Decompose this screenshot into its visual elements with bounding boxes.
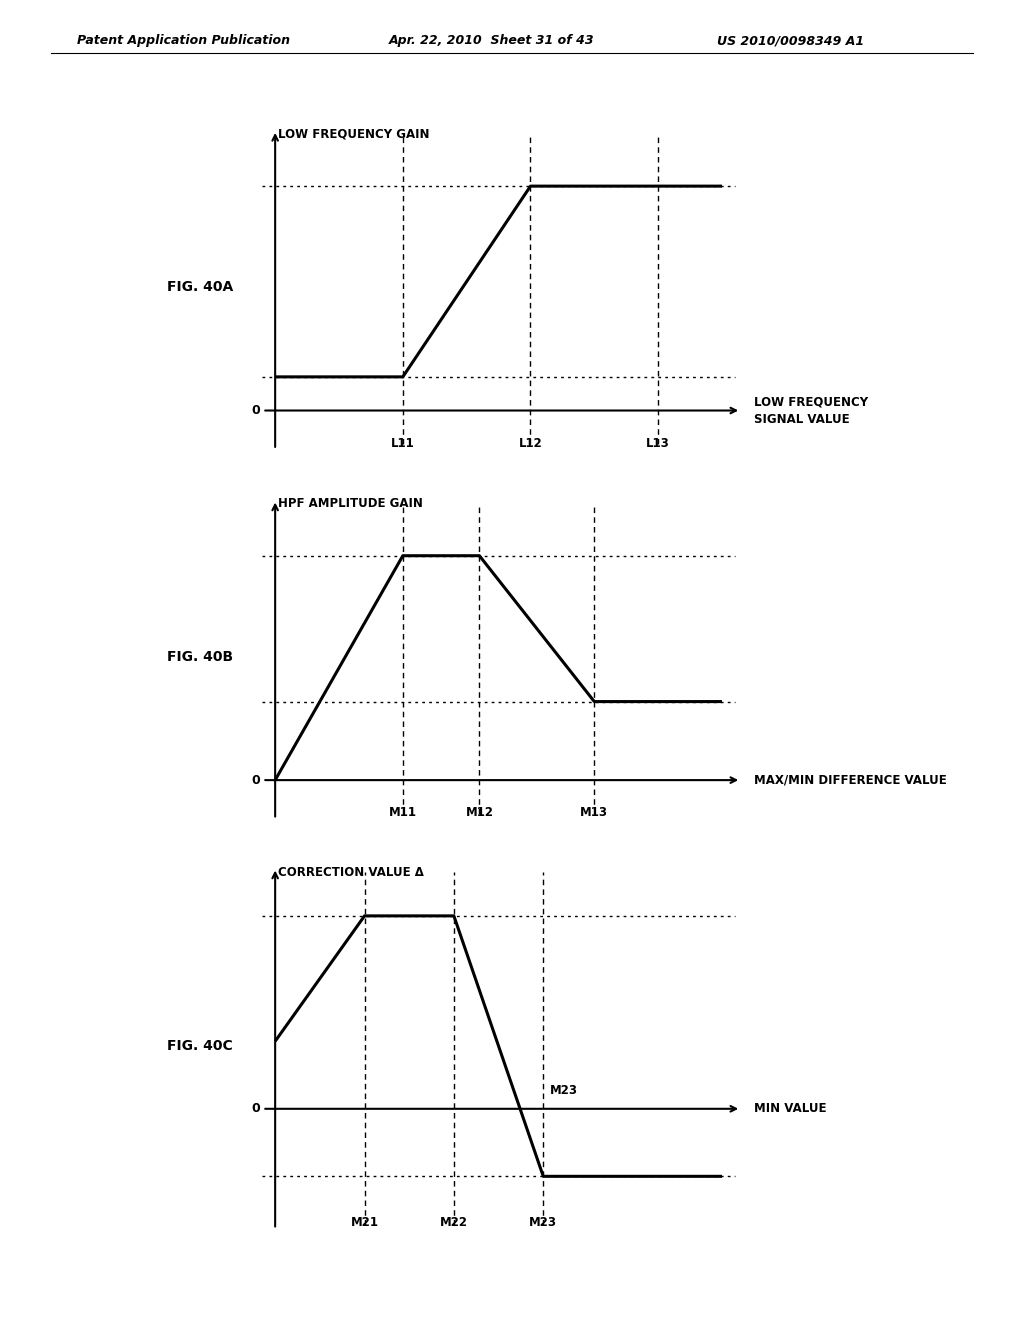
Text: L11: L11 <box>391 437 415 450</box>
Text: M22: M22 <box>440 1216 468 1229</box>
Text: FIG. 40C: FIG. 40C <box>167 1039 232 1053</box>
Text: M21: M21 <box>350 1216 379 1229</box>
Text: M13: M13 <box>581 807 608 820</box>
Text: L13: L13 <box>646 437 670 450</box>
Text: M12: M12 <box>466 807 494 820</box>
Text: FIG. 40B: FIG. 40B <box>167 649 232 664</box>
Text: HPF AMPLITUDE GAIN: HPF AMPLITUDE GAIN <box>278 498 423 511</box>
Text: LOW FREQUENCY GAIN: LOW FREQUENCY GAIN <box>278 128 429 141</box>
Text: 0: 0 <box>251 774 260 787</box>
Text: US 2010/0098349 A1: US 2010/0098349 A1 <box>717 34 864 48</box>
Text: CORRECTION VALUE Δ: CORRECTION VALUE Δ <box>278 866 424 879</box>
Text: M11: M11 <box>389 807 417 820</box>
Text: Patent Application Publication: Patent Application Publication <box>77 34 290 48</box>
Text: Apr. 22, 2010  Sheet 31 of 43: Apr. 22, 2010 Sheet 31 of 43 <box>389 34 595 48</box>
Text: FIG. 40A: FIG. 40A <box>167 280 232 294</box>
Text: 0: 0 <box>251 404 260 417</box>
Text: MIN VALUE: MIN VALUE <box>754 1102 826 1115</box>
Text: MAX/MIN DIFFERENCE VALUE: MAX/MIN DIFFERENCE VALUE <box>754 774 946 787</box>
Text: M23: M23 <box>550 1084 578 1097</box>
Text: L12: L12 <box>518 437 543 450</box>
Text: M23: M23 <box>529 1216 557 1229</box>
Text: 0: 0 <box>251 1102 260 1115</box>
Text: LOW FREQUENCY
SIGNAL VALUE: LOW FREQUENCY SIGNAL VALUE <box>754 396 868 425</box>
